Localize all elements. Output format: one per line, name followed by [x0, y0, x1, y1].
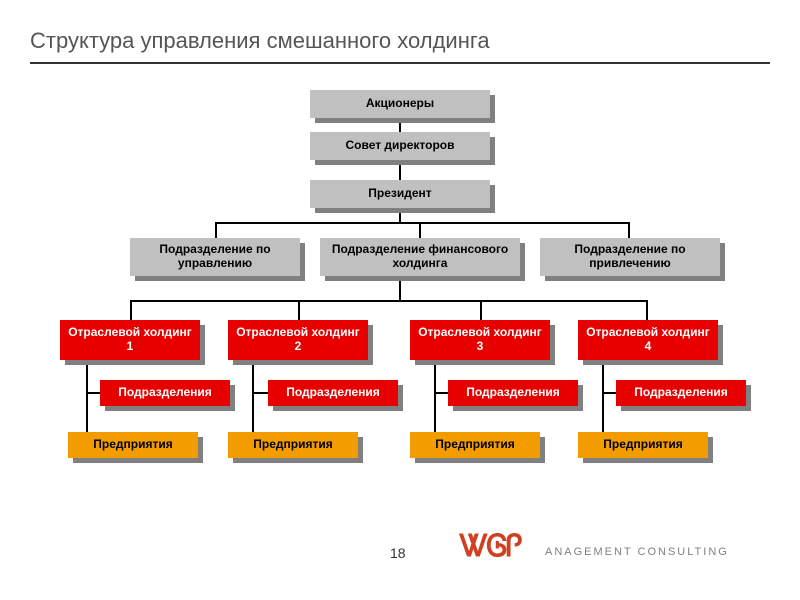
connector-line	[646, 300, 648, 320]
org-box-dept_attract: Подразделение по привлечению	[540, 238, 720, 276]
connector-line	[86, 360, 88, 432]
org-box-holding4: Отраслевой холдинг 4	[578, 320, 718, 360]
slide: Структура управления смешанного холдинга…	[0, 0, 800, 600]
connector-line	[434, 360, 436, 432]
connector-line	[419, 222, 421, 238]
connector-line	[86, 392, 100, 394]
org-box-sub1: Подразделения	[100, 380, 230, 406]
connector-line	[215, 222, 630, 224]
connector-line	[480, 300, 482, 320]
connector-line	[130, 300, 132, 320]
org-box-sub4: Подразделения	[616, 380, 746, 406]
org-box-ent3: Предприятия	[410, 432, 540, 458]
org-box-ent1: Предприятия	[68, 432, 198, 458]
org-box-dept_mgmt: Подразделение по управлению	[130, 238, 300, 276]
org-box-dept_fin: Подразделение финансового холдинга	[320, 238, 520, 276]
org-box-ent2: Предприятия	[228, 432, 358, 458]
connector-line	[215, 222, 217, 238]
connector-line	[602, 360, 604, 432]
org-box-holding1: Отраслевой холдинг 1	[60, 320, 200, 360]
page-number: 18	[390, 545, 406, 561]
logo-text: ANAGEMENT CONSULTING	[545, 546, 729, 558]
org-box-board: Совет директоров	[310, 132, 490, 160]
connector-line	[252, 392, 268, 394]
title-underline	[30, 62, 770, 64]
org-box-holding3: Отраслевой холдинг 3	[410, 320, 550, 360]
org-box-shareholders: Акционеры	[310, 90, 490, 118]
org-box-president: Президент	[310, 180, 490, 208]
logo-mark: ᏔᎶᎵ	[460, 530, 521, 564]
org-box-ent4: Предприятия	[578, 432, 708, 458]
org-box-holding2: Отраслевой холдинг 2	[228, 320, 368, 360]
connector-line	[628, 222, 630, 238]
org-box-sub2: Подразделения	[268, 380, 398, 406]
connector-line	[252, 360, 254, 432]
org-box-sub3: Подразделения	[448, 380, 578, 406]
connector-line	[434, 392, 448, 394]
page-title: Структура управления смешанного холдинга	[30, 28, 490, 54]
connector-line	[602, 392, 616, 394]
connector-line	[298, 300, 300, 320]
connector-line	[130, 300, 648, 302]
